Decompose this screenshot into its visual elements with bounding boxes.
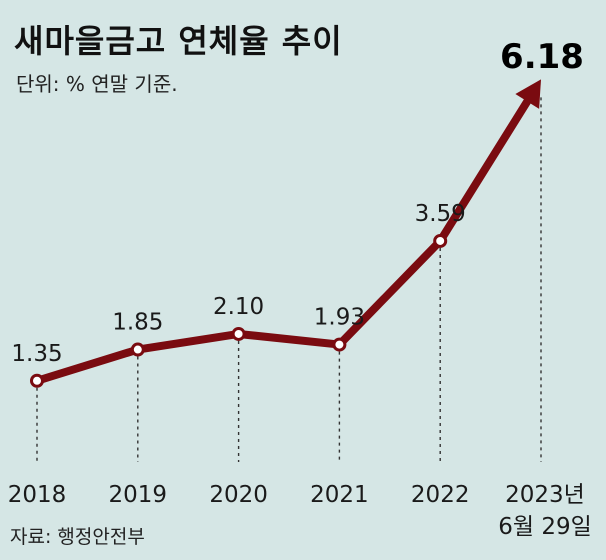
- value-label-2019: 1.85: [112, 310, 163, 336]
- data-point-2019: [130, 342, 145, 357]
- arrow-head: [515, 79, 541, 109]
- x-tick-label-2018: 2018: [8, 482, 67, 508]
- data-point-2018: [30, 373, 44, 388]
- data-point-2020: [231, 326, 246, 341]
- x-tick-label-2019: 2019: [109, 482, 168, 508]
- value-label-2018: 1.35: [11, 341, 62, 367]
- x-tick-sublabel-2023년: 6월 29일: [498, 514, 592, 540]
- chart-title: 새마을금고 연체율 추이: [14, 22, 343, 60]
- data-point-2021: [332, 337, 347, 352]
- value-label-2021: 1.93: [314, 305, 365, 331]
- x-tick-label-2023년: 2023년: [505, 482, 585, 508]
- x-tick-label-2020: 2020: [209, 482, 268, 508]
- value-label-2020: 2.10: [213, 294, 264, 320]
- data-point-2022: [433, 233, 448, 248]
- value-label-2023년: 6.18: [500, 37, 584, 77]
- value-label-2022: 3.59: [415, 201, 466, 227]
- series-line: [33, 95, 533, 385]
- source-note: 자료: 행정안전부: [10, 526, 145, 548]
- x-tick-label-2022: 2022: [411, 482, 470, 508]
- x-tick-label-2021: 2021: [310, 482, 369, 508]
- chart-subtitle: 단위: % 연말 기준.: [16, 72, 178, 96]
